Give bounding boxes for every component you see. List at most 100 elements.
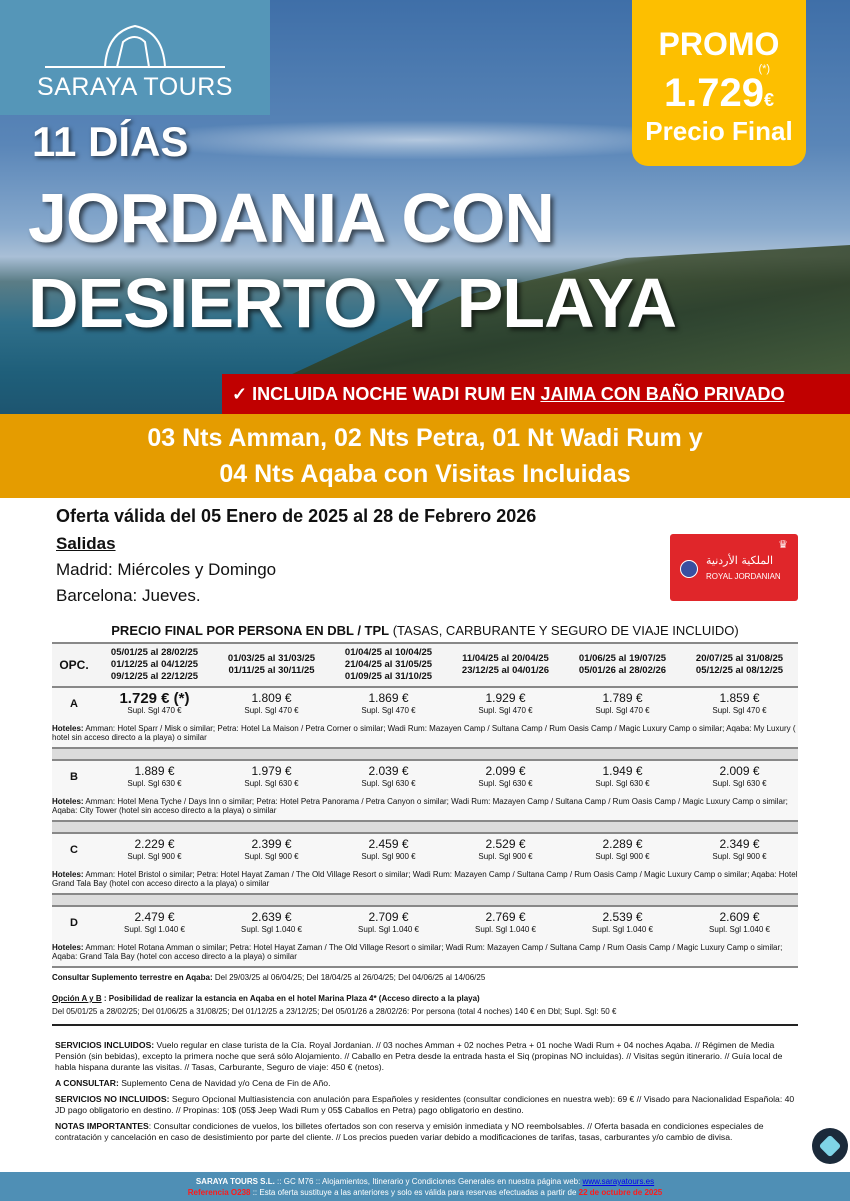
banner-text: INCLUIDA NOCHE WADI RUM EN xyxy=(252,384,541,404)
price-value: 2.349 € xyxy=(719,836,760,851)
offer-validity: Oferta válida del 05 Enero de 2025 al 28… xyxy=(56,506,537,526)
terms-section: SERVICIOS INCLUIDOS: Vuelo regular en cl… xyxy=(55,1040,795,1148)
single-supplement: Supl. Sgl 1.040 € xyxy=(124,924,185,934)
price-value: 2.639 € xyxy=(251,909,292,924)
period: 05/12/25 al 08/12/25 xyxy=(695,665,784,676)
hotels-label: Hoteles: xyxy=(52,797,84,806)
price-value: 1.929 € xyxy=(485,690,526,705)
itinerary-band: 03 Nts Amman, 02 Nts Petra, 01 Nt Wadi R… xyxy=(0,414,850,498)
to-consult: A CONSULTAR: Suplemento Cena de Navidad … xyxy=(55,1078,795,1089)
hotels-row: Hoteles: Amman: Hotel Sparr / Misk o sim… xyxy=(52,720,798,747)
check-icon: ✓ xyxy=(232,384,248,404)
single-supplement: Supl. Sgl 470 € xyxy=(244,705,299,715)
price-cell: 2.349 € Supl. Sgl 900 € xyxy=(681,836,798,863)
brand-name: SARAYA TOURS xyxy=(37,73,233,101)
globe-icon xyxy=(680,560,698,578)
not-included-services: SERVICIOS NO INCLUIDOS: Seguro Opcional … xyxy=(55,1094,795,1116)
footer-text-1: :: GC M76 :: Alojamientos, Itinerario y … xyxy=(274,1177,583,1186)
table-title: PRECIO FINAL POR PERSONA EN DBL / TPL (T… xyxy=(52,620,798,644)
price-cell: 2.399 € Supl. Sgl 900 € xyxy=(213,836,330,863)
option-rows: A 1.729 € (*) Supl. Sgl 470 €1.809 € Supl. … xyxy=(52,688,798,966)
period: 20/07/25 al 31/08/25 xyxy=(695,653,784,664)
highlight-banner: ✓ INCLUIDA NOCHE WADI RUM EN JAIMA CON B… xyxy=(222,374,850,414)
price-cell: 1.929 € Supl. Sgl 470 € xyxy=(447,690,564,717)
price-cell: 1.859 € Supl. Sgl 470 € xyxy=(681,691,798,717)
price-value: 2.229 € xyxy=(134,836,175,851)
price-cell: 2.289 € Supl. Sgl 900 € xyxy=(564,837,681,863)
consult-label: A CONSULTAR: xyxy=(55,1078,119,1088)
table-title-rest: (TASAS, CARBURANTE Y SEGURO DE VIAJE INC… xyxy=(389,623,739,638)
option-code: D xyxy=(70,917,78,929)
single-supplement: Supl. Sgl 630 € xyxy=(595,778,650,788)
row-separator xyxy=(52,747,798,761)
promo-price: 1.729€ (*) xyxy=(664,63,775,116)
hotels-row: Hoteles: Amman: Hotel Mena Tyche / Days … xyxy=(52,793,798,820)
price-value: 2.039 € xyxy=(368,763,409,778)
title-line-1: JORDANIA CON xyxy=(28,179,555,257)
price-value: 2.399 € xyxy=(251,836,292,851)
single-supplement: Supl. Sgl 470 € xyxy=(127,705,182,715)
period: 09/12/25 al 22/12/25 xyxy=(110,671,199,682)
single-supplement: Supl. Sgl 900 € xyxy=(712,851,767,861)
table-row: C 2.229 € Supl. Sgl 900 €2.399 € Supl. Sgl … xyxy=(52,834,798,866)
price-cell: 2.459 € Supl. Sgl 900 € xyxy=(330,836,447,863)
hotels-row: Hoteles: Amman: Hotel Bristol o similar;… xyxy=(52,866,798,893)
single-supplement: Supl. Sgl 470 € xyxy=(595,705,650,715)
airline-arabic-name: الملكية الأردنية xyxy=(706,554,774,567)
option-ab-text: Del 05/01/25 a 28/02/25; Del 01/06/25 a … xyxy=(52,1007,798,1026)
hotels-text: Amman: Hotel Bristol o similar; Petra: H… xyxy=(52,870,798,888)
price-value: 2.009 € xyxy=(719,763,760,778)
single-supplement: Supl. Sgl 630 € xyxy=(127,778,182,788)
chat-widget-icon[interactable] xyxy=(812,1128,848,1164)
hotels-label: Hoteles: xyxy=(52,724,84,733)
airline-name: ROYAL JORDANIAN xyxy=(706,572,781,581)
single-supplement: Supl. Sgl 630 € xyxy=(361,778,416,788)
hero-banner: SARAYA TOURS PROMO 1.729€ (*) Precio Fina… xyxy=(0,0,850,414)
price-value: 2.459 € xyxy=(368,836,409,851)
single-supplement: Supl. Sgl 470 € xyxy=(478,705,533,715)
price-cell: 1.809 € Supl. Sgl 470 € xyxy=(213,691,330,717)
price-table: PRECIO FINAL POR PERSONA EN DBL / TPL (T… xyxy=(52,620,798,1026)
period: 01/12/25 al 04/12/25 xyxy=(110,659,199,670)
price-value: 2.479 € xyxy=(134,909,175,924)
promo-currency: € xyxy=(764,90,775,110)
hotels-label: Hoteles: xyxy=(52,870,84,879)
price-value: 1.949 € xyxy=(602,763,643,778)
hotels-text: Amman: Hotel Sparr / Misk o similar; Pet… xyxy=(52,724,796,742)
price-cell: 2.009 € Supl. Sgl 630 € xyxy=(681,763,798,790)
hotels-text: Amman: Hotel Rotana Amman o similar; Pet… xyxy=(52,943,783,961)
supplement-text: Del 29/03/25 al 06/04/25; Del 18/04/25 a… xyxy=(212,973,486,982)
price-cell: 1.729 € (*) Supl. Sgl 470 € xyxy=(96,691,213,717)
website-link[interactable]: www.sarayatours.es xyxy=(582,1177,655,1186)
price-cell: 2.229 € Supl. Sgl 900 € xyxy=(96,836,213,863)
footer-date: 22 de octubre de 2025 xyxy=(578,1188,663,1197)
single-supplement: Supl. Sgl 900 € xyxy=(244,851,299,861)
crown-icon: ♛ xyxy=(778,539,788,551)
single-supplement: Supl. Sgl 1.040 € xyxy=(241,924,302,934)
notes-text: : Consultar condiciones de vuelos, los b… xyxy=(55,1121,764,1142)
period: 05/01/26 al 28/02/26 xyxy=(578,665,667,676)
price-value: 1.869 € xyxy=(368,690,409,705)
table-row: D 2.479 € Supl. Sgl 1.040 €2.639 € Supl. Sg… xyxy=(52,907,798,939)
price-cell: 2.609 € Supl. Sgl 1.040 € xyxy=(681,910,798,936)
hotels-row: Hoteles: Amman: Hotel Rotana Amman o sim… xyxy=(52,939,798,966)
price-cell: 2.529 € Supl. Sgl 900 € xyxy=(447,837,564,863)
consult-text: Suplemento Cena de Navidad y/o Cena de F… xyxy=(118,1078,331,1088)
period-header: 01/03/25 al 31/03/25 01/11/25 al 30/11/25 xyxy=(213,653,330,677)
single-supplement: Supl. Sgl 900 € xyxy=(595,851,650,861)
opc-header: OPC. xyxy=(59,658,89,672)
footer-text-2: :: Esta oferta sustituye a las anteriore… xyxy=(250,1188,579,1197)
period-header: 05/01/25 al 28/02/25 01/12/25 al 04/12/25… xyxy=(96,647,213,683)
price-value: 2.769 € xyxy=(485,909,526,924)
promo-subtitle: Precio Final xyxy=(645,116,793,146)
price-cell: 1.949 € Supl. Sgl 630 € xyxy=(564,763,681,790)
period: 01/11/25 al 30/11/25 xyxy=(228,665,315,676)
footer-reference: Referencia O238 xyxy=(187,1188,251,1197)
single-supplement: Supl. Sgl 630 € xyxy=(478,778,533,788)
notes-label: NOTAS IMPORTANTES xyxy=(55,1121,149,1131)
period: 23/12/25 al 04/01/26 xyxy=(461,665,550,676)
hotels-text: Amman: Hotel Mena Tyche / Days Inn o sim… xyxy=(52,797,788,815)
option-code: B xyxy=(70,771,78,783)
row-separator xyxy=(52,820,798,834)
period: 05/01/25 al 28/02/25 xyxy=(110,647,199,658)
